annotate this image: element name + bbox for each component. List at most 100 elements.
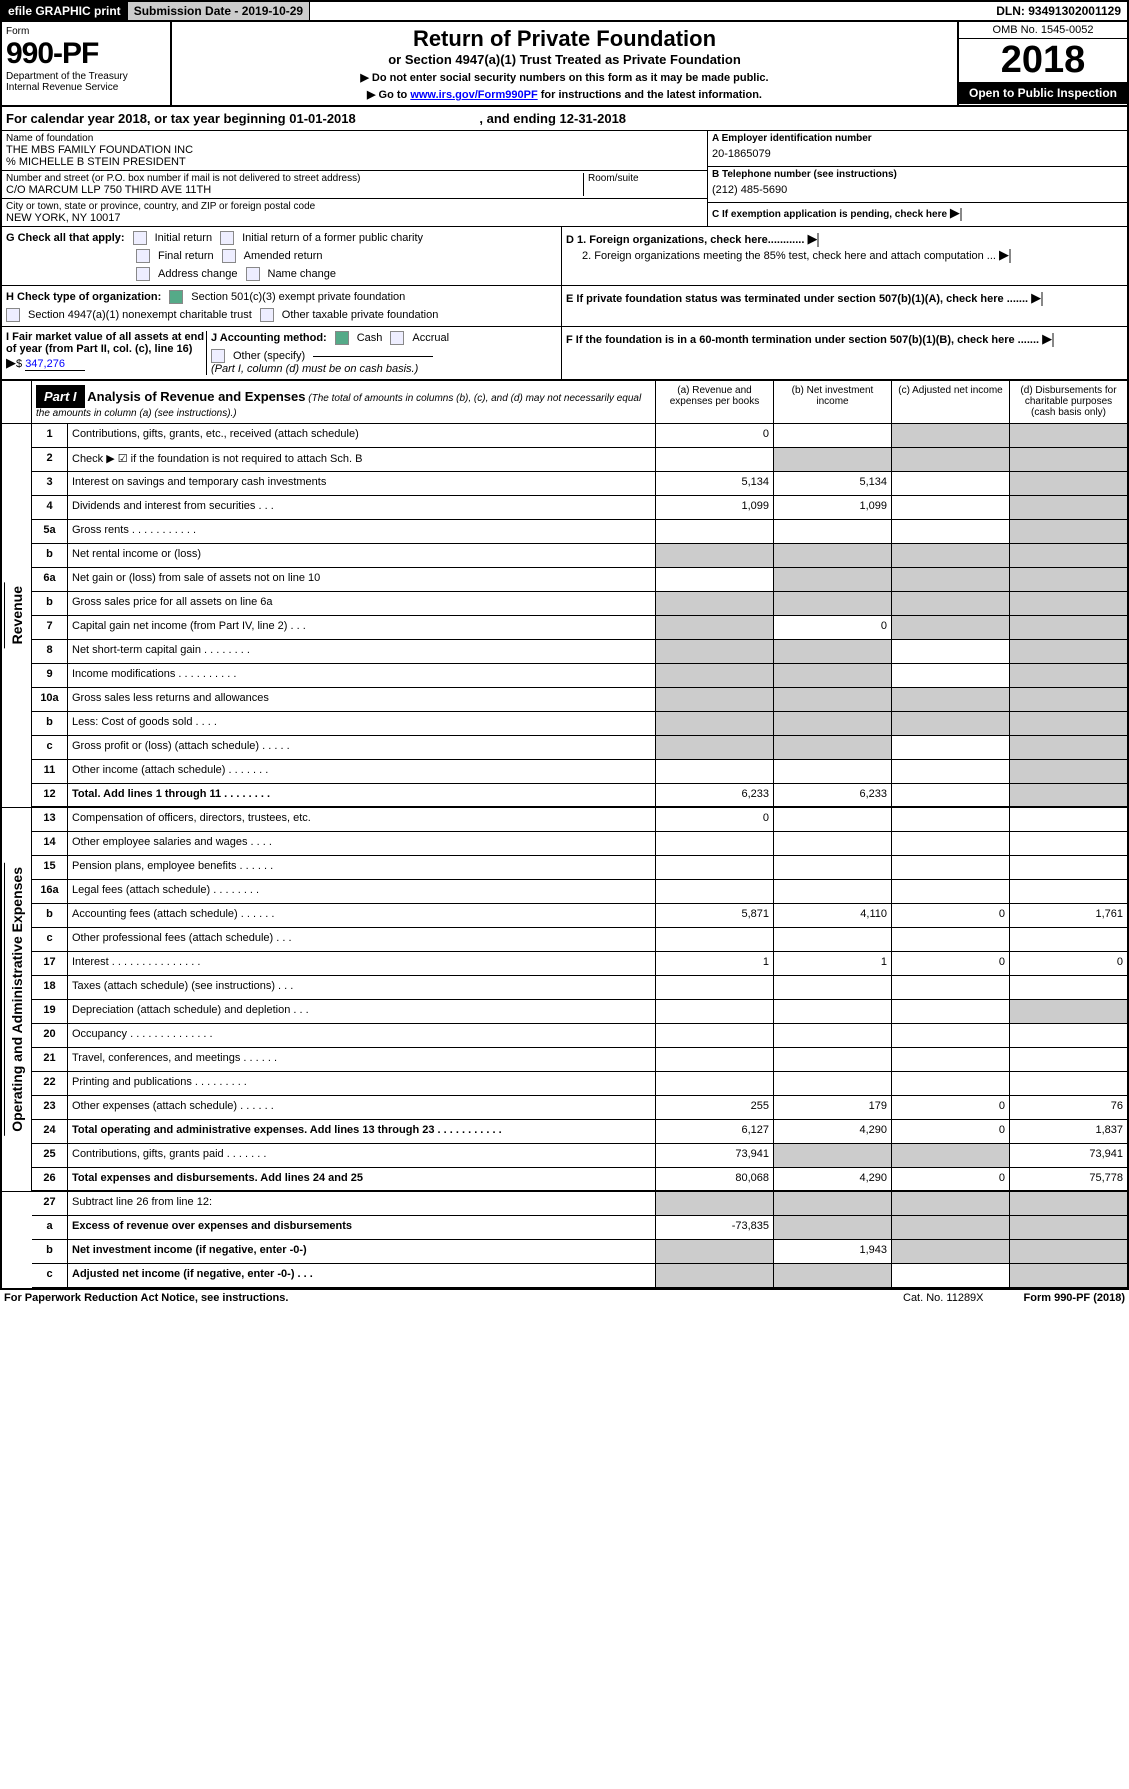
- row-num: 2: [32, 448, 68, 471]
- cell-value: [773, 832, 891, 855]
- row-label: Adjusted net income (if negative, enter …: [68, 1264, 655, 1287]
- f-checkbox[interactable]: [1052, 333, 1054, 347]
- row-label: Net rental income or (loss): [68, 544, 655, 567]
- initial-public-cb[interactable]: [220, 231, 234, 245]
- amended-cb[interactable]: [222, 249, 236, 263]
- row-label: Taxes (attach schedule) (see instruction…: [68, 976, 655, 999]
- cell-value: 6,233: [773, 784, 891, 806]
- c-cell: C If exemption application is pending, c…: [708, 203, 1127, 223]
- row-label: Pension plans, employee benefits . . . .…: [68, 856, 655, 879]
- 4947-cb[interactable]: [6, 308, 20, 322]
- row-label: Net investment income (if negative, ente…: [68, 1240, 655, 1263]
- row-label: Printing and publications . . . . . . . …: [68, 1072, 655, 1095]
- cell-gray: [891, 448, 1009, 471]
- row-label: Dividends and interest from securities .…: [68, 496, 655, 519]
- cell-value: 5,134: [655, 472, 773, 495]
- table-row: 17Interest . . . . . . . . . . . . . . .…: [32, 952, 1127, 976]
- footer: For Paperwork Reduction Act Notice, see …: [0, 1290, 1129, 1306]
- row-label: Contributions, gifts, grants paid . . . …: [68, 1144, 655, 1167]
- cell-gray: [655, 1264, 773, 1287]
- table-row: 16aLegal fees (attach schedule) . . . . …: [32, 880, 1127, 904]
- 501c3-cb[interactable]: [169, 290, 183, 304]
- cell-value: [1009, 880, 1127, 903]
- cell-value: [773, 1000, 891, 1023]
- cell-gray: [655, 592, 773, 615]
- table-row: 21Travel, conferences, and meetings . . …: [32, 1048, 1127, 1072]
- accrual-cb[interactable]: [390, 331, 404, 345]
- cell-gray: [773, 1192, 891, 1215]
- cell-value: [891, 496, 1009, 519]
- irs-link[interactable]: www.irs.gov/Form990PF: [410, 89, 537, 101]
- cell-gray: [1009, 424, 1127, 447]
- cell-value: [773, 1024, 891, 1047]
- title-box: Return of Private Foundation or Section …: [172, 22, 957, 105]
- cell-value: 6,233: [655, 784, 773, 806]
- name-change-cb[interactable]: [246, 267, 260, 281]
- cell-value: 0: [891, 1096, 1009, 1119]
- cell-value: [773, 880, 891, 903]
- info-left: Name of foundation THE MBS FAMILY FOUNDA…: [2, 131, 707, 226]
- row-label: Net gain or (loss) from sale of assets n…: [68, 568, 655, 591]
- table-row: cOther professional fees (attach schedul…: [32, 928, 1127, 952]
- cell-gray: [891, 424, 1009, 447]
- addr-change-cb[interactable]: [136, 267, 150, 281]
- cell-value: [773, 520, 891, 543]
- final-return-cb[interactable]: [136, 249, 150, 263]
- cell-value: 0: [891, 952, 1009, 975]
- row-num: 24: [32, 1120, 68, 1143]
- cell-value: [655, 520, 773, 543]
- row-label: Less: Cost of goods sold . . . .: [68, 712, 655, 735]
- col-a-head: (a) Revenue and expenses per books: [655, 381, 773, 423]
- cash-cb[interactable]: [335, 331, 349, 345]
- e-section: E If private foundation status was termi…: [562, 286, 1127, 326]
- cell-value: [655, 760, 773, 783]
- omb-number: OMB No. 1545-0052: [959, 22, 1127, 39]
- f-section: F If the foundation is in a 60-month ter…: [562, 327, 1127, 379]
- cell-value: -73,835: [655, 1216, 773, 1239]
- footer-mid: Cat. No. 11289X: [903, 1292, 984, 1304]
- row-num: 7: [32, 616, 68, 639]
- row-num: 15: [32, 856, 68, 879]
- row-num: 19: [32, 1000, 68, 1023]
- d1-checkbox[interactable]: [817, 233, 819, 247]
- col-b-head: (b) Net investment income: [773, 381, 891, 423]
- other-tax-cb[interactable]: [260, 308, 274, 322]
- table-row: bNet investment income (if negative, ent…: [32, 1240, 1127, 1264]
- d2-checkbox[interactable]: [1009, 249, 1011, 263]
- form-label: Form: [6, 26, 166, 37]
- table-row: 18Taxes (attach schedule) (see instructi…: [32, 976, 1127, 1000]
- cell-value: [891, 880, 1009, 903]
- row-label: Check ▶ ☑ if the foundation is not requi…: [68, 448, 655, 471]
- addr-cell: Number and street (or P.O. box number if…: [2, 171, 707, 199]
- initial-return-cb[interactable]: [133, 231, 147, 245]
- row-label: Other employee salaries and wages . . . …: [68, 832, 655, 855]
- cell-value: [891, 784, 1009, 806]
- cell-gray: [655, 736, 773, 759]
- note1: ▶ Do not enter social security numbers o…: [182, 71, 947, 84]
- revenue-table: Revenue 1Contributions, gifts, grants, e…: [2, 424, 1127, 808]
- cell-gray: [1009, 712, 1127, 735]
- c-checkbox[interactable]: [960, 208, 962, 221]
- cell-gray: [1009, 568, 1127, 591]
- cell-value: [773, 424, 891, 447]
- cell-gray: [1009, 592, 1127, 615]
- cell-value: 5,134: [773, 472, 891, 495]
- cell-gray: [1009, 736, 1127, 759]
- row-label: Total operating and administrative expen…: [68, 1120, 655, 1143]
- info-grid: Name of foundation THE MBS FAMILY FOUNDA…: [2, 131, 1127, 227]
- efile-label: efile GRAPHIC print: [2, 2, 128, 20]
- cell-value: [891, 1000, 1009, 1023]
- e-checkbox[interactable]: [1041, 292, 1043, 306]
- row-label: Gross sales price for all assets on line…: [68, 592, 655, 615]
- cell-gray: [1009, 784, 1127, 806]
- cell-value: 6,127: [655, 1120, 773, 1143]
- cell-gray: [1009, 472, 1127, 495]
- phone-cell: B Telephone number (see instructions) (2…: [708, 167, 1127, 203]
- row-label: Gross rents . . . . . . . . . . .: [68, 520, 655, 543]
- cell-gray: [1009, 1000, 1127, 1023]
- other-method-cb[interactable]: [211, 349, 225, 363]
- table-row: 23Other expenses (attach schedule) . . .…: [32, 1096, 1127, 1120]
- cell-gray: [1009, 1264, 1127, 1287]
- table-row: 24Total operating and administrative exp…: [32, 1120, 1127, 1144]
- row-num: 18: [32, 976, 68, 999]
